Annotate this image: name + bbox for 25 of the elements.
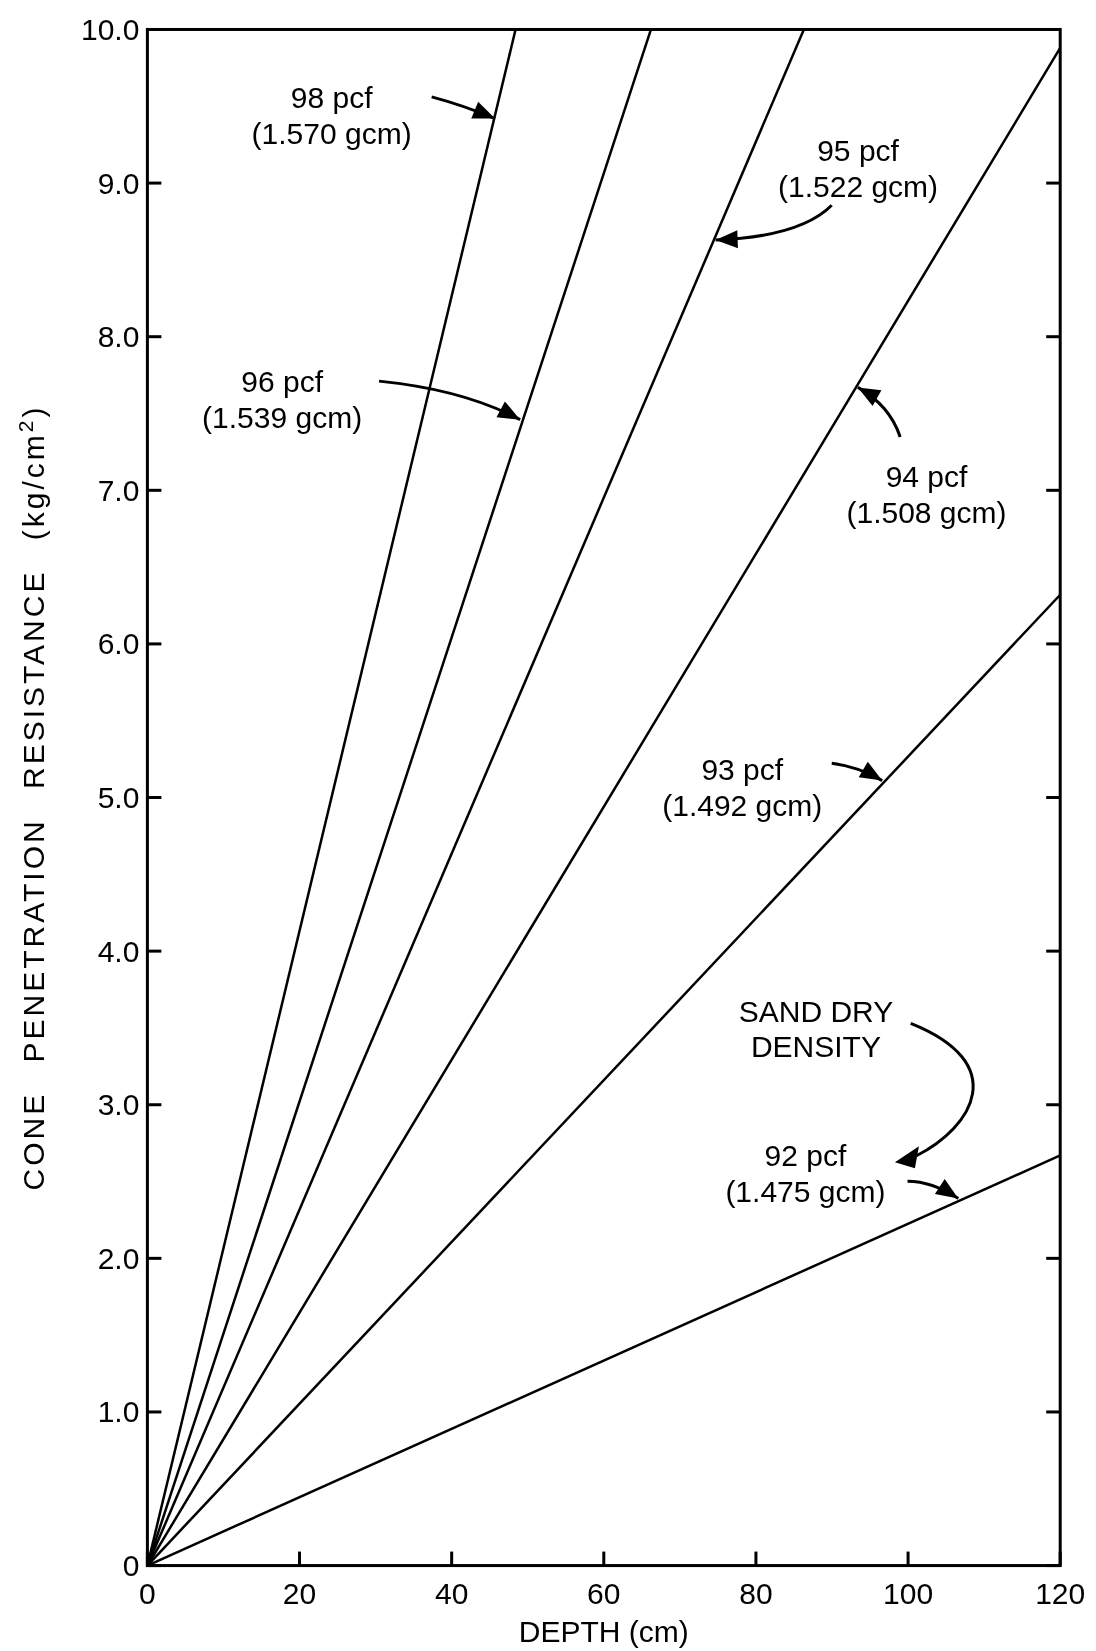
y-tick-label: 2.0 [97, 1241, 140, 1275]
x-tick-label: 120 [1035, 1576, 1086, 1610]
x-tick-label: 40 [434, 1576, 469, 1610]
y-tick-label: 6.0 [97, 627, 140, 661]
y-tick-label: 3.0 [97, 1088, 140, 1122]
x-axis-title: DEPTH (cm) [518, 1614, 689, 1648]
x-tick-label: 100 [883, 1576, 934, 1610]
y-tick-label: 10.0 [81, 12, 140, 46]
y-tick-label: 1.0 [97, 1395, 140, 1429]
y-tick-label: 9.0 [97, 166, 140, 200]
y-tick-label: 0 [122, 1549, 140, 1583]
annotation: 96 pcf (1.539 gcm) [202, 365, 363, 435]
annotation: 92 pcf (1.475 gcm) [725, 1139, 886, 1209]
x-tick-label: 20 [282, 1576, 317, 1610]
annotation: SAND DRY DENSITY [738, 995, 894, 1063]
y-tick-label: 7.0 [97, 473, 140, 507]
annotation: 98 pcf (1.570 gcm) [251, 81, 412, 151]
annotation: 93 pcf (1.492 gcm) [662, 752, 823, 822]
y-tick-label: 5.0 [97, 781, 140, 815]
y-tick-label: 4.0 [97, 934, 140, 968]
x-tick-label: 60 [587, 1576, 621, 1610]
y-tick-label: 8.0 [97, 320, 140, 354]
x-tick-label: 80 [739, 1576, 773, 1610]
annotation: 94 pcf (1.508 gcm) [846, 460, 1007, 530]
annotation: 95 pcf (1.522 gcm) [778, 133, 939, 203]
